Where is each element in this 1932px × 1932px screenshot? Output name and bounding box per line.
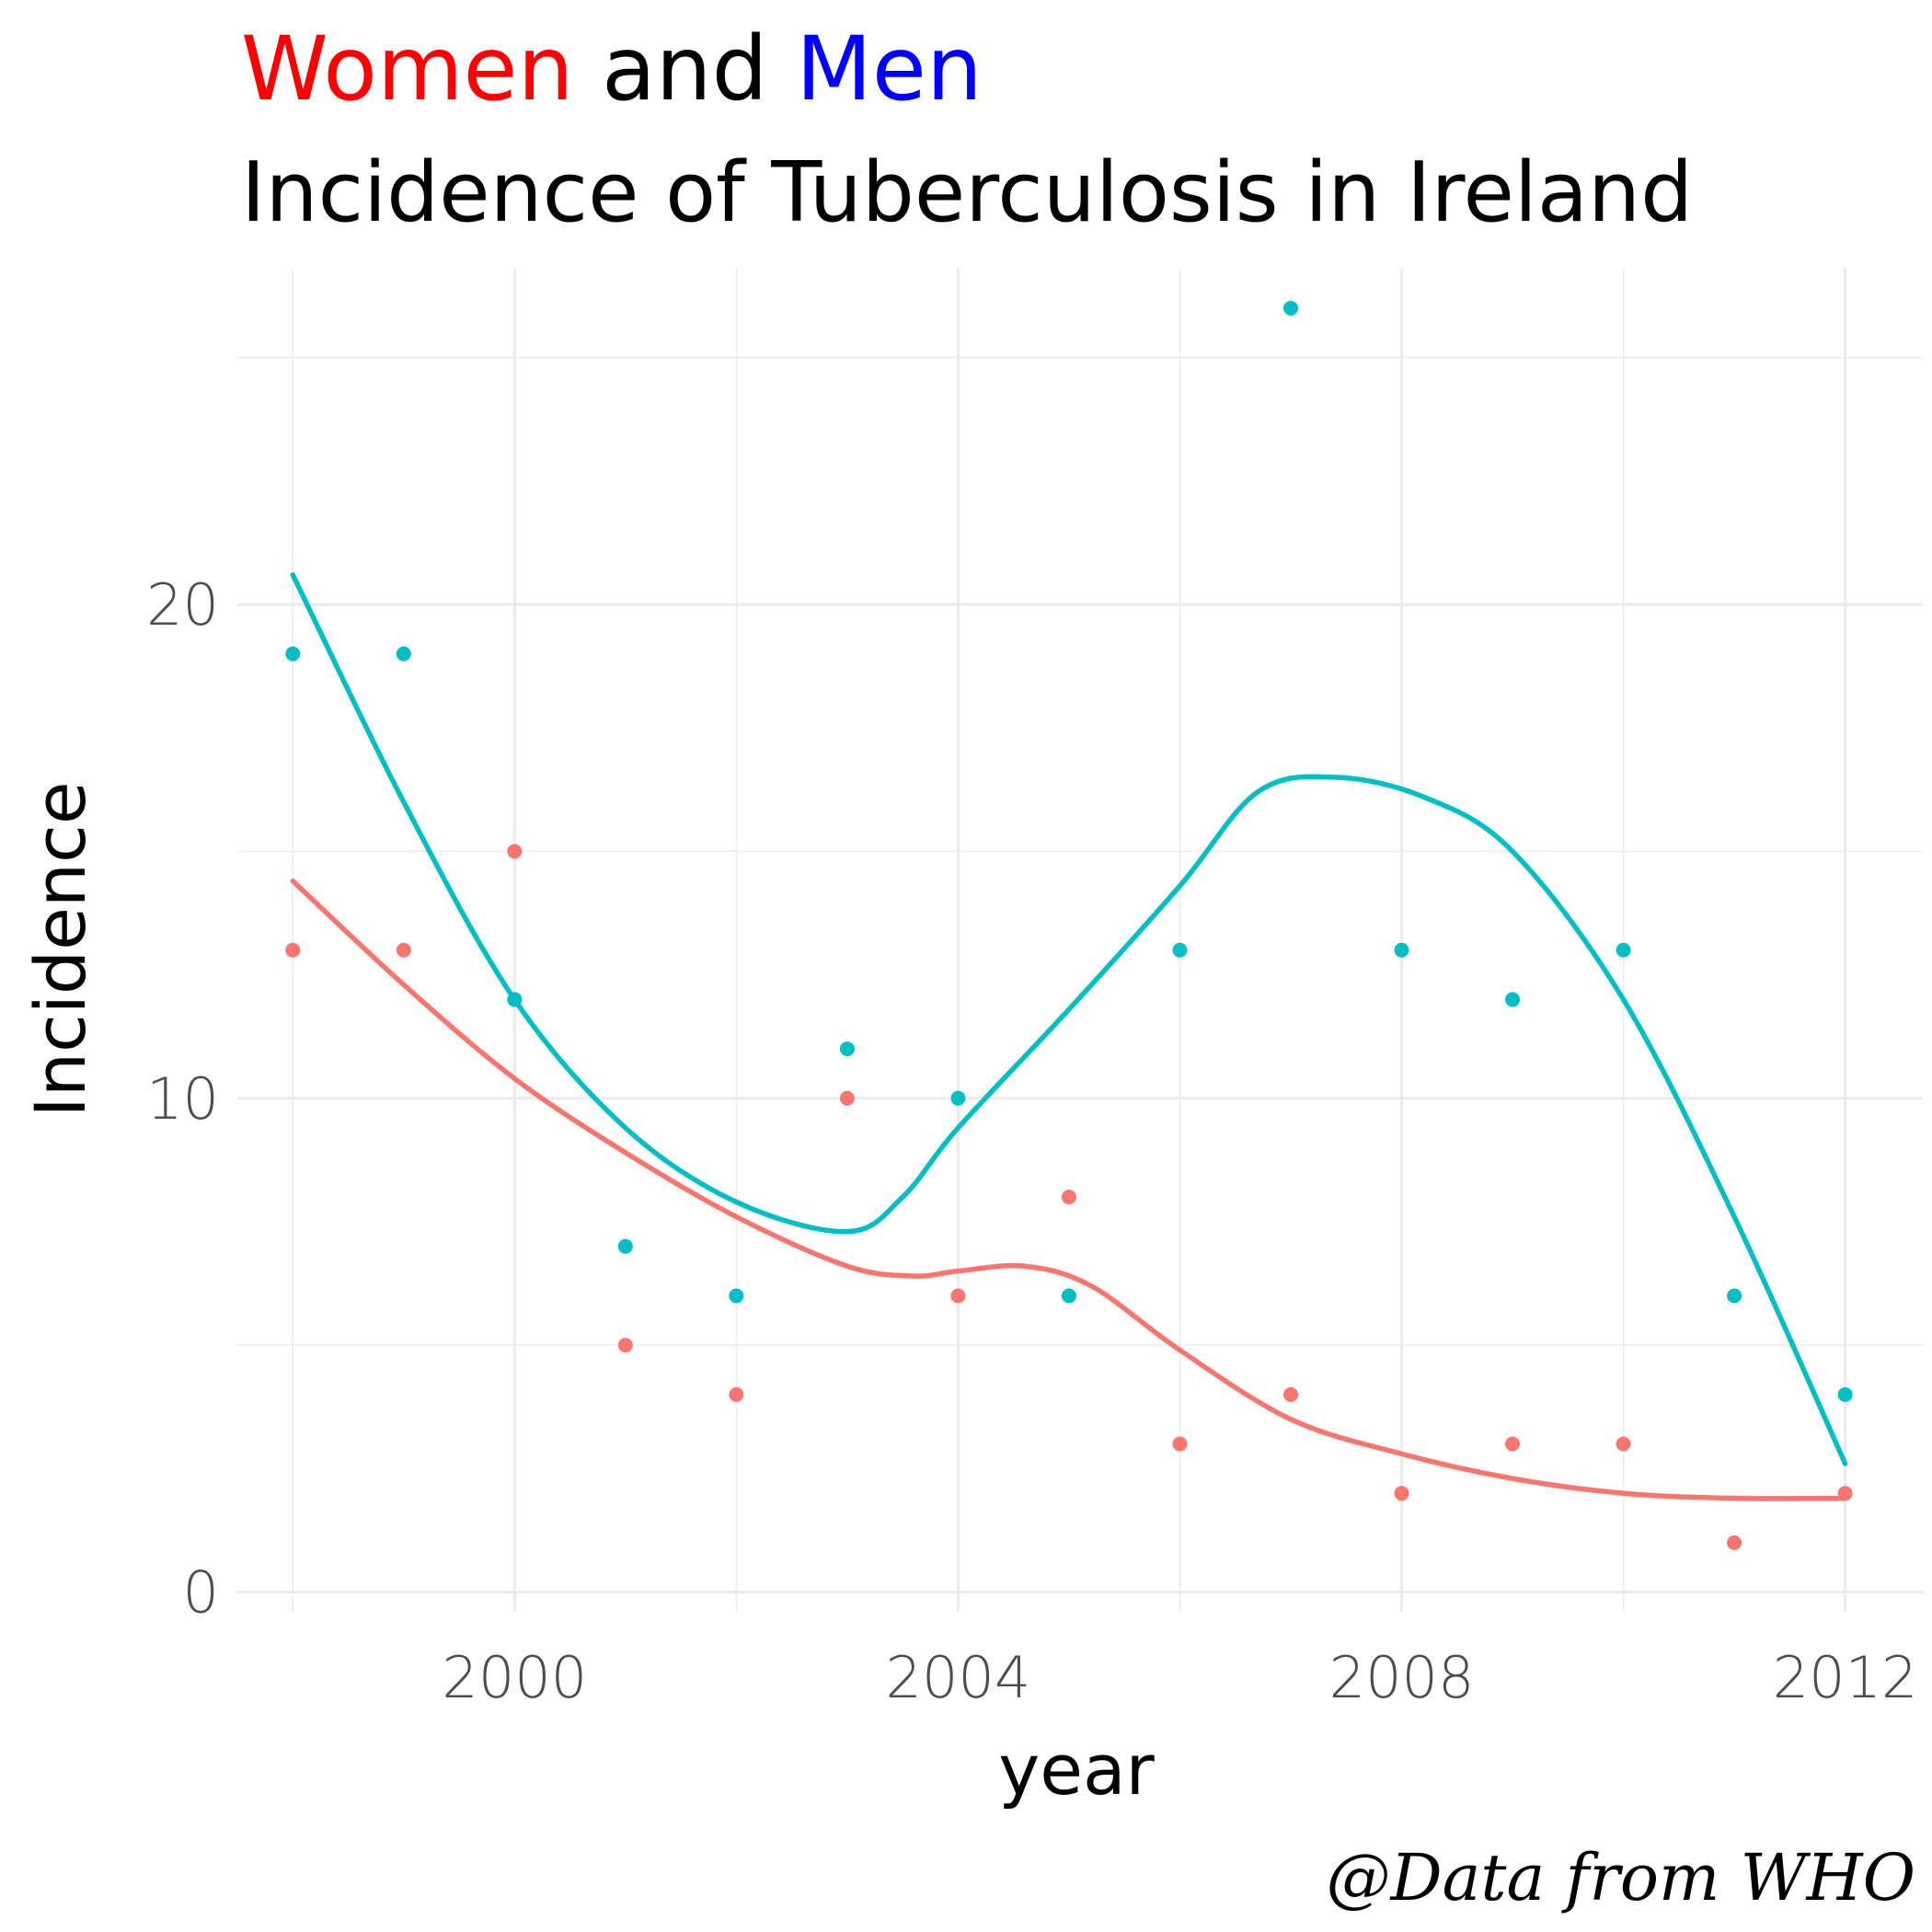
point-women	[729, 1386, 744, 1402]
point-women	[1505, 1436, 1521, 1452]
point-men	[396, 646, 411, 661]
point-men	[1727, 1288, 1742, 1304]
point-men	[1283, 300, 1298, 316]
x-tick-label: 2000	[442, 1644, 587, 1711]
point-women	[1837, 1486, 1853, 1501]
point-women	[1616, 1436, 1631, 1452]
chart-title: Women and Men	[241, 17, 983, 121]
y-tick-label: 10	[146, 1065, 219, 1133]
point-men	[1172, 942, 1188, 958]
point-women	[950, 1288, 966, 1304]
point-men	[729, 1288, 744, 1304]
y-tick-label: 20	[146, 571, 219, 638]
x-tick-label: 2012	[1773, 1644, 1918, 1711]
point-women	[1283, 1386, 1298, 1402]
title-men: Men	[796, 17, 983, 121]
point-men	[1505, 992, 1521, 1007]
caption: @Data from WHO	[1327, 1840, 1916, 1915]
y-tick-label: 0	[183, 1559, 219, 1627]
x-axis-title: year	[998, 1729, 1155, 1811]
point-men	[1061, 1288, 1076, 1304]
data-points	[285, 300, 1853, 1550]
point-women	[1061, 1190, 1076, 1205]
point-men	[1837, 1386, 1853, 1402]
title-women: Women	[241, 17, 573, 121]
x-tick-label: 2004	[886, 1644, 1031, 1711]
point-women	[507, 844, 523, 859]
smooth-line-men	[290, 572, 1848, 1466]
smooth-line-women	[290, 878, 1848, 1501]
point-women	[1727, 1535, 1742, 1550]
tick-labels: 2000 2004 2008 2012 0 10 20	[146, 571, 1917, 1711]
point-women	[1172, 1436, 1188, 1452]
x-tick-label: 2008	[1329, 1644, 1475, 1711]
title-and: and	[573, 17, 796, 121]
y-axis-title: Incidence	[19, 781, 101, 1117]
point-men	[1616, 942, 1631, 958]
grid-lines	[237, 269, 1923, 1612]
point-women	[396, 942, 411, 958]
point-men	[507, 992, 523, 1007]
point-men	[1394, 942, 1409, 958]
point-women	[285, 942, 301, 958]
point-women	[1394, 1486, 1409, 1501]
smooth-lines	[290, 572, 1848, 1501]
point-men	[950, 1090, 966, 1106]
point-women	[617, 1338, 633, 1353]
chart-subtitle: Incidence of Tuberculosis in Ireland	[241, 144, 1693, 241]
point-men	[617, 1238, 633, 1254]
point-women	[839, 1090, 855, 1106]
point-men	[285, 646, 301, 661]
point-men	[839, 1041, 855, 1057]
